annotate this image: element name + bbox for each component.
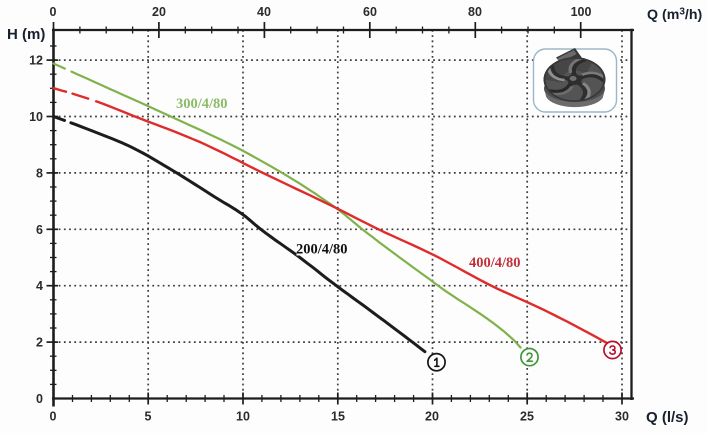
svg-text:5: 5	[145, 410, 152, 424]
svg-text:15: 15	[331, 410, 345, 424]
svg-text:400/4/80: 400/4/80	[469, 255, 521, 271]
svg-text:40: 40	[257, 5, 271, 19]
svg-text:4: 4	[36, 279, 43, 293]
svg-text:0: 0	[50, 5, 57, 19]
svg-text:0: 0	[50, 410, 57, 424]
svg-text:80: 80	[468, 5, 482, 19]
svg-text:H (m): H (m)	[7, 26, 45, 43]
svg-text:10: 10	[236, 410, 250, 424]
svg-text:0: 0	[36, 392, 43, 406]
svg-text:Q (l/s): Q (l/s)	[646, 409, 689, 426]
svg-text:8: 8	[36, 166, 43, 180]
svg-text:12: 12	[29, 54, 43, 68]
svg-text:10: 10	[29, 110, 43, 124]
svg-text:25: 25	[520, 410, 534, 424]
svg-text:100: 100	[571, 5, 592, 19]
svg-text:30: 30	[615, 410, 629, 424]
svg-text:6: 6	[36, 223, 43, 237]
svg-text:200/4/80: 200/4/80	[296, 242, 348, 258]
svg-text:20: 20	[425, 410, 439, 424]
svg-text:300/4/80: 300/4/80	[176, 96, 228, 112]
svg-text:2: 2	[36, 336, 43, 350]
svg-text:60: 60	[363, 5, 377, 19]
svg-text:20: 20	[152, 5, 166, 19]
svg-text:Q (m3/h): Q (m3/h)	[647, 7, 702, 24]
